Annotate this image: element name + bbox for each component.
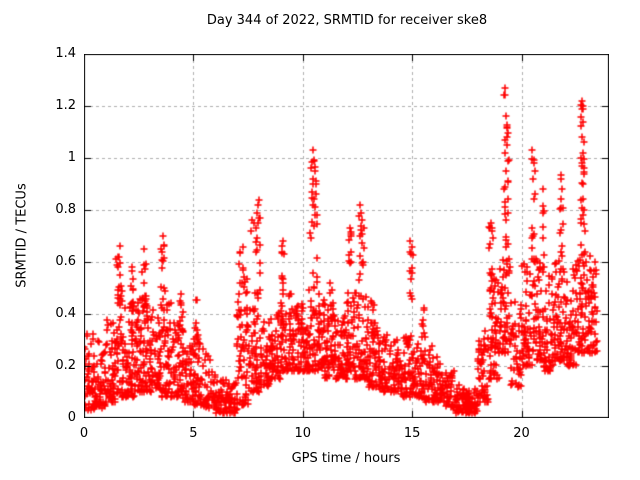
y-tick-label: 0.4 (55, 306, 76, 321)
y-tick-label: 0 (67, 410, 76, 425)
scatter-plot-area (84, 54, 609, 418)
x-tick-label: 15 (403, 426, 421, 441)
x-axis-label: GPS time / hours (291, 451, 401, 466)
chart-title: Day 344 of 2022, SRMTID for receiver ske… (206, 13, 488, 28)
y-tick-label: 0.8 (55, 202, 76, 217)
y-tick-label: 0.2 (55, 358, 76, 373)
y-tick-label: 1.4 (55, 46, 76, 61)
x-tick-label: 10 (294, 426, 312, 441)
x-tick-label: 20 (513, 426, 530, 441)
y-tick-label: 1 (67, 150, 76, 165)
x-tick-label: 0 (79, 426, 89, 441)
y-axis-label: SRMTID / TECUs (14, 183, 30, 288)
x-tick-label: 5 (189, 426, 198, 441)
y-tick-label: 0.6 (55, 254, 76, 269)
y-tick-label: 1.2 (55, 98, 76, 113)
